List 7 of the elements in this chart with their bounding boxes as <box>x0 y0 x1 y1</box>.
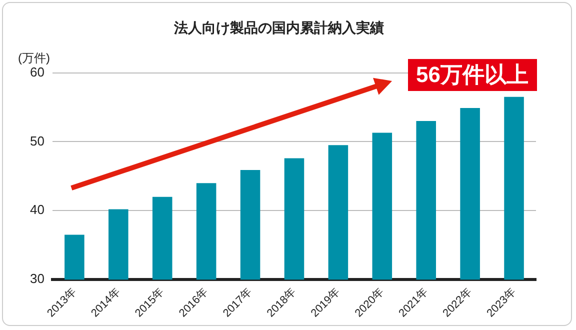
y-tick-label: 60 <box>30 64 44 80</box>
y-tick-label: 50 <box>30 133 44 148</box>
annotation: 56万件以上 <box>408 58 536 91</box>
y-tick-label: 40 <box>30 202 44 218</box>
y-tick-label: 30 <box>30 271 44 286</box>
y-axis-title: (万件) <box>18 51 50 66</box>
chart-title: 法人向け製品の国内累計納入実績 <box>173 19 384 36</box>
